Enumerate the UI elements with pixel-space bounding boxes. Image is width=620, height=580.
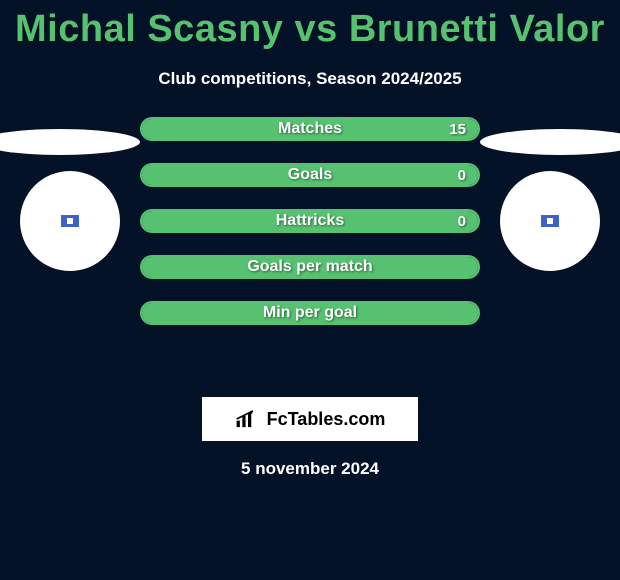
comparison-stage: Matches 15 Goals 0 Hattricks 0 Goals per… <box>0 129 620 389</box>
stat-bar-label: Matches <box>142 119 478 139</box>
stat-bar: Goals 0 <box>140 163 480 187</box>
stat-bar-label: Hattricks <box>142 211 478 231</box>
stat-bar-value: 0 <box>458 211 466 231</box>
brand-text: FcTables.com <box>267 409 386 430</box>
stat-bar: Matches 15 <box>140 117 480 141</box>
stat-bar-label: Goals <box>142 165 478 185</box>
placeholder-icon <box>59 213 81 229</box>
stat-bar: Goals per match <box>140 255 480 279</box>
decor-ellipse-right <box>480 129 620 155</box>
stat-bar-label: Goals per match <box>142 257 478 277</box>
page-subtitle: Club competitions, Season 2024/2025 <box>0 69 620 89</box>
stat-bar-value: 15 <box>449 119 466 139</box>
placeholder-icon <box>539 213 561 229</box>
player-badge-left <box>20 171 120 271</box>
stat-bar-value: 0 <box>458 165 466 185</box>
decor-ellipse-left <box>0 129 140 155</box>
bars-icon <box>235 408 261 430</box>
brand-box: FcTables.com <box>202 397 418 441</box>
page-title: Michal Scasny vs Brunetti Valor <box>0 0 620 51</box>
stat-bars: Matches 15 Goals 0 Hattricks 0 Goals per… <box>140 117 480 325</box>
stat-bar: Min per goal <box>140 301 480 325</box>
player-badge-right <box>500 171 600 271</box>
footer-date: 5 november 2024 <box>0 459 620 479</box>
stat-bar-label: Min per goal <box>142 303 478 323</box>
stat-bar: Hattricks 0 <box>140 209 480 233</box>
